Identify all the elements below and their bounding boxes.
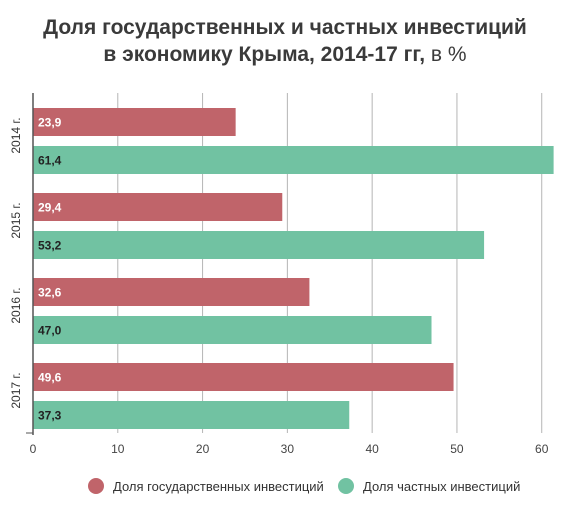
- data-label: 32,6: [38, 286, 62, 300]
- legend-item-government: Доля государственных инвестиций: [88, 478, 324, 494]
- bar-private-0: [33, 146, 554, 174]
- data-label: 53,2: [38, 239, 62, 253]
- data-label: 49,6: [38, 371, 62, 385]
- bar-chart: 0 10 20 30 40 50 60 23,9 61,4 2014 г. 29,4 53,2 2015…: [9, 93, 554, 456]
- bar-private-1: [33, 231, 485, 259]
- bar-government-1: [33, 193, 283, 221]
- legend-label-government: Доля государственных инвестиций: [113, 478, 324, 494]
- chart-title-main: в экономику Крыма, 2014-17 гг,: [103, 43, 426, 66]
- bar-government-2: [33, 278, 310, 306]
- chart-legend: Доля государственных инвестиций Доля час…: [0, 478, 570, 502]
- legend-swatch-private: [338, 478, 354, 494]
- x-tick-label: 20: [196, 442, 210, 456]
- category-label: 2015 г.: [9, 202, 23, 238]
- x-tick-label: 50: [450, 442, 464, 456]
- x-tick-label: 30: [281, 442, 295, 456]
- bar-private-2: [33, 316, 432, 344]
- bar-government-3: [33, 363, 454, 391]
- chart-title-line1: Доля государственных и частных инвестици…: [43, 16, 527, 39]
- legend-label-private: Доля частных инвестиций: [363, 478, 521, 494]
- category-label: 2016 г.: [9, 287, 23, 323]
- x-tick-label: 60: [535, 442, 549, 456]
- x-tick-label: 40: [365, 442, 379, 456]
- data-label: 29,4: [38, 201, 62, 215]
- x-tick-label: 0: [30, 442, 37, 456]
- data-label: 37,3: [38, 409, 62, 423]
- legend-swatch-government: [88, 478, 104, 494]
- x-tick-label: 10: [111, 442, 125, 456]
- chart-title: Доля государственных и частных инвестици…: [0, 14, 570, 68]
- category-label: 2017 г.: [9, 372, 23, 408]
- category-label: 2014 г.: [9, 117, 23, 153]
- data-label: 23,9: [38, 116, 62, 130]
- data-label: 61,4: [38, 154, 62, 168]
- bar-private-3: [33, 401, 350, 429]
- legend-item-private: Доля частных инвестиций: [338, 478, 520, 494]
- data-label: 47,0: [38, 324, 62, 338]
- bar-government-0: [33, 108, 236, 136]
- chart-title-line2: в экономику Крыма, 2014-17 гг, в %: [0, 41, 570, 68]
- chart-title-unit: в %: [430, 43, 467, 66]
